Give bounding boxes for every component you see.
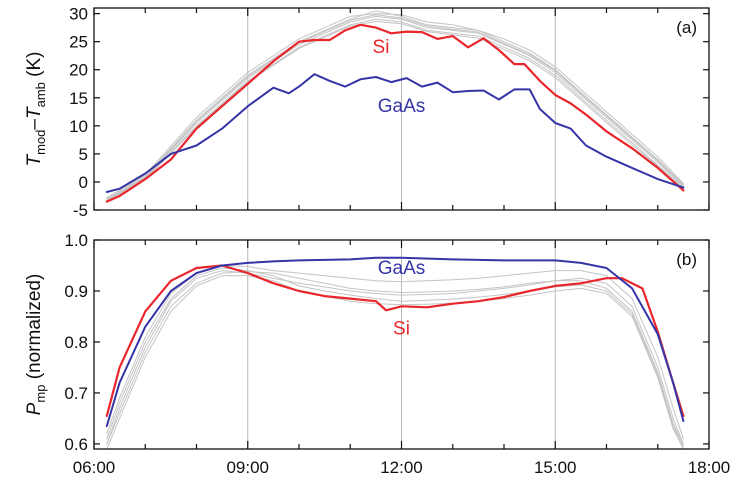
x-tick-label: 09:00 [226,458,269,477]
y-axis-label: Pmp (normalized) [24,274,48,416]
y-tick-label: 0.6 [64,435,88,454]
module-series-line [106,10,684,200]
panel-b-power: 1.0 0.9 0.8 0.7 0.6 06:00 09:00 12:00 15:00 18:00… [24,231,730,477]
series-line-gaas [105,256,685,428]
module-series-line [106,270,684,445]
series-label-gaas: GaAs [378,258,426,279]
series-line-si [105,23,685,203]
y-tick-label: 30 [69,5,88,24]
y-tick-label: 5 [79,145,88,164]
y-tick-label: 0.7 [64,384,88,403]
module-series-line [106,271,684,445]
panel-a-temperature: 30 25 20 15 10 5 0 -5 (a) Si GaAs Tmod–Tamb (K) [24,5,710,220]
module-series-line [106,13,684,199]
module-series-line [106,14,684,201]
y-tick-label: -5 [73,201,88,220]
module-series-line [106,267,684,447]
y-tick-label: 0.8 [64,333,88,352]
series-label-si: Si [373,37,390,58]
x-tick-label: 12:00 [380,458,423,477]
y-tick-label: 0 [79,173,88,192]
y-tick-label: 20 [69,61,88,80]
panel-label: (b) [676,250,697,269]
y-tick-label: 1.0 [64,231,88,250]
x-tick-label: 18:00 [688,458,731,477]
y-tick-label: 25 [69,33,88,52]
series-label-gaas: GaAs [378,96,426,117]
panel-label: (a) [676,18,697,37]
series-line-si [105,264,685,417]
series-line-gaas [105,73,685,193]
module-series-line [106,275,684,450]
y-tick-label: 0.9 [64,282,88,301]
y-tick-label: 15 [69,89,88,108]
x-tick-label: 15:00 [534,458,577,477]
y-tick-label: 10 [69,117,88,136]
y-axis-label: Tmod–Tamb (K) [24,52,48,167]
series-label-si: Si [393,318,410,339]
x-tick-label: 06:00 [73,458,116,477]
module-series-line [106,15,684,201]
